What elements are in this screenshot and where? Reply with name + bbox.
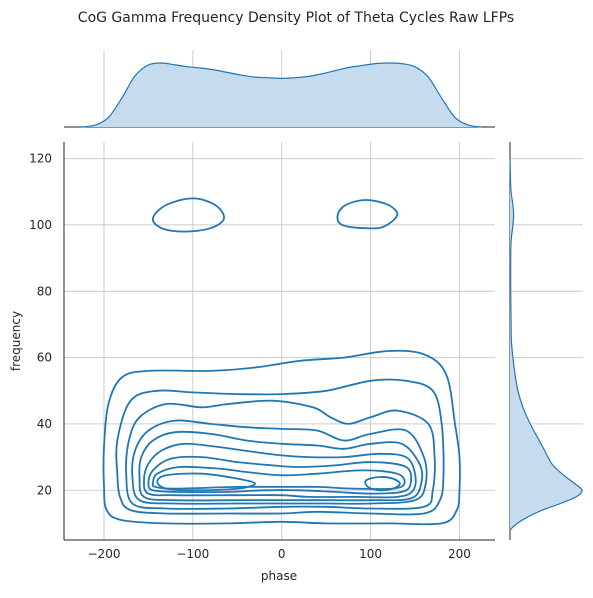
x-tick-label: 0 <box>278 547 286 561</box>
y-tick-labels: 20 40 60 80 100 120 <box>29 152 52 498</box>
main-contours <box>102 197 461 526</box>
chart-title: CoG Gamma Frequency Density Plot of Thet… <box>78 10 514 26</box>
y-tick-label: 80 <box>37 284 52 298</box>
top-marginal-curve <box>81 62 482 128</box>
kde-contour-line <box>125 399 436 510</box>
kde-contour-line <box>143 442 417 499</box>
kde-contour-line <box>115 378 445 516</box>
kde-contour-line <box>156 472 257 492</box>
right-marginal-kde <box>509 158 583 531</box>
x-tick-labels: −200 −100 0 100 200 <box>88 547 471 561</box>
kde-contour-line <box>151 197 225 233</box>
y-tick-label: 60 <box>37 351 52 365</box>
kde-contour-line <box>336 199 399 230</box>
y-tick-label: 100 <box>29 218 52 232</box>
x-tick-label: 100 <box>359 547 382 561</box>
top-marginal-kde <box>81 62 482 128</box>
x-tick-label: −100 <box>176 547 209 561</box>
kde-contour-line <box>131 419 428 505</box>
kde-contour-line <box>147 455 413 495</box>
y-tick-label: 120 <box>29 152 52 166</box>
kde-contour-line <box>102 349 461 526</box>
kde-contour-line <box>364 476 401 492</box>
kde-contour-line <box>151 465 406 490</box>
y-axis-label: frequency <box>9 311 23 371</box>
x-tick-label: −200 <box>88 547 121 561</box>
x-axis-label: phase <box>261 569 297 583</box>
kde-contour-line <box>138 430 424 502</box>
y-tick-label: 40 <box>37 417 52 431</box>
top-marginal-fill <box>81 62 482 127</box>
right-marginal-fill <box>510 158 583 530</box>
y-tick-label: 20 <box>37 483 52 497</box>
x-tick-label: 200 <box>448 547 471 561</box>
right-marginal-curve <box>509 158 583 531</box>
